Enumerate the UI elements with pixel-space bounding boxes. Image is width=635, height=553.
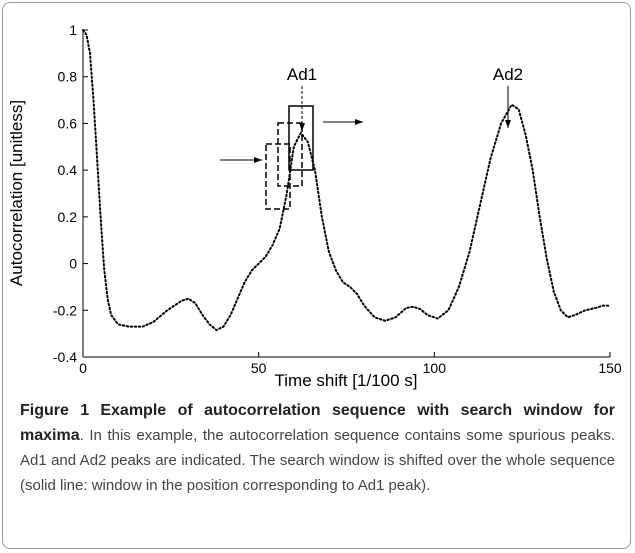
- search-windows: [265, 105, 314, 210]
- chart: Ad1 Ad2 Time shift [1/100 s] Autocorrela…: [7, 22, 622, 390]
- y-tick-label: -0.4: [53, 349, 77, 365]
- y-tick-label: 1: [69, 22, 77, 38]
- x-tick-label: 50: [251, 360, 267, 376]
- y-tick-label: -0.2: [53, 302, 77, 318]
- y-tick-label: 0: [69, 256, 77, 272]
- caption-label: Figure 1: [20, 402, 90, 419]
- y-tick-label: 0.8: [58, 69, 78, 85]
- window-dashed: [277, 122, 303, 187]
- x-tick-label: 100: [423, 360, 447, 376]
- figure-frame: [2, 2, 631, 549]
- caption-title: Example of autocorrelation sequence with…: [20, 402, 615, 444]
- caption-text: . In this example, the autocorrelation s…: [20, 427, 615, 494]
- x-tick-label: 150: [598, 360, 622, 376]
- x-tick-label: 0: [79, 360, 87, 376]
- y-tick-label: 0.4: [58, 162, 78, 178]
- y-tick-label: 0.2: [58, 209, 78, 225]
- caption: Figure 1 Example of autocorrelation sequ…: [20, 398, 615, 498]
- annotation: Ad1: [287, 65, 317, 84]
- y-axis-label: Autocorrelation [unitless]: [7, 100, 26, 286]
- y-tick-label: 0.6: [58, 115, 78, 131]
- x-axis-label: Time shift [1/100 s]: [275, 371, 418, 390]
- data-line: [82, 29, 611, 332]
- annotation: Ad2: [493, 65, 523, 84]
- window-solid: [288, 105, 314, 171]
